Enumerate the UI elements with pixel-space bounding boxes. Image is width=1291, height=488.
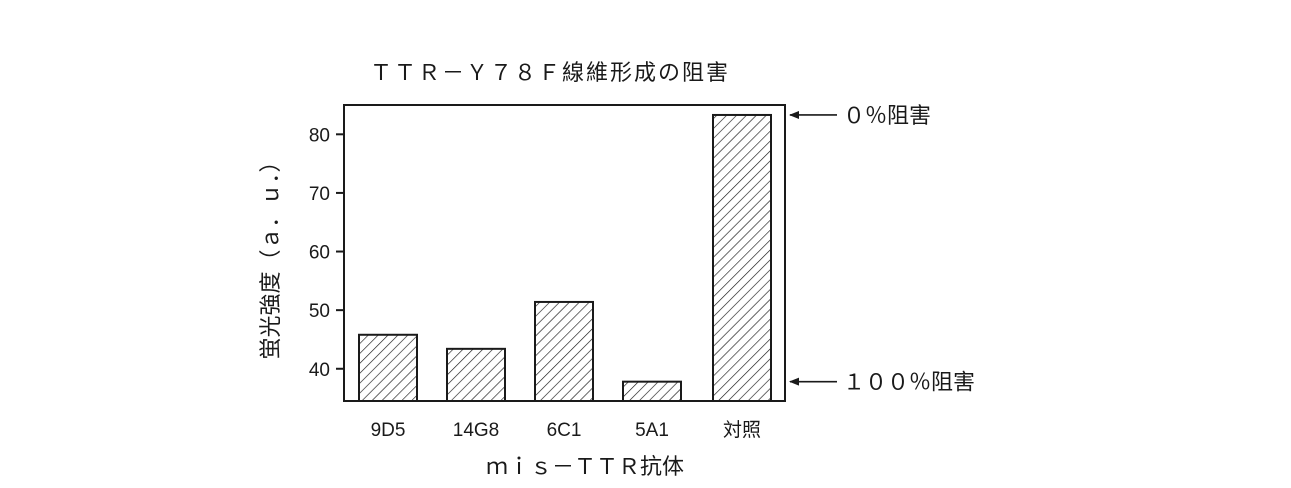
bar-6C1 [534,300,594,402]
y-tick-label: 60 [309,243,330,264]
x-category-label: 9D5 [371,420,406,441]
x-axis-category-labels: 9D5 14G8 6C1 5A1 対照 [371,419,761,441]
bar-対照 [712,113,772,402]
x-axis-title: ｍｉｓ－ＴＴＲ抗体 [486,455,684,480]
y-axis-ticks: 40 50 60 70 80 [309,125,344,381]
x-category-label: 対照 [723,419,761,441]
annotation-label: ０％阻害 [843,104,931,129]
y-axis-title: 蛍光強度（ａ．ｕ．） [259,150,284,359]
y-tick-label: 40 [309,360,330,381]
chart-title: ＴＴＲ－Ｙ７８Ｆ線維形成の阻害 [370,61,730,86]
x-category-label: 6C1 [547,420,582,441]
annotation-label: １００％阻害 [843,371,975,396]
x-category-label: 5A1 [635,420,669,441]
inhibition-annotations: ０％阻害 １００％阻害 [789,104,975,396]
bar-5A1 [622,380,682,403]
x-category-label: 14G8 [453,420,499,441]
y-tick-label: 70 [309,184,330,205]
bar-series [358,113,772,403]
y-tick-label: 50 [309,301,330,322]
bar-9D5 [358,333,418,402]
y-tick-label: 80 [309,125,330,146]
bar-14G8 [446,347,506,402]
